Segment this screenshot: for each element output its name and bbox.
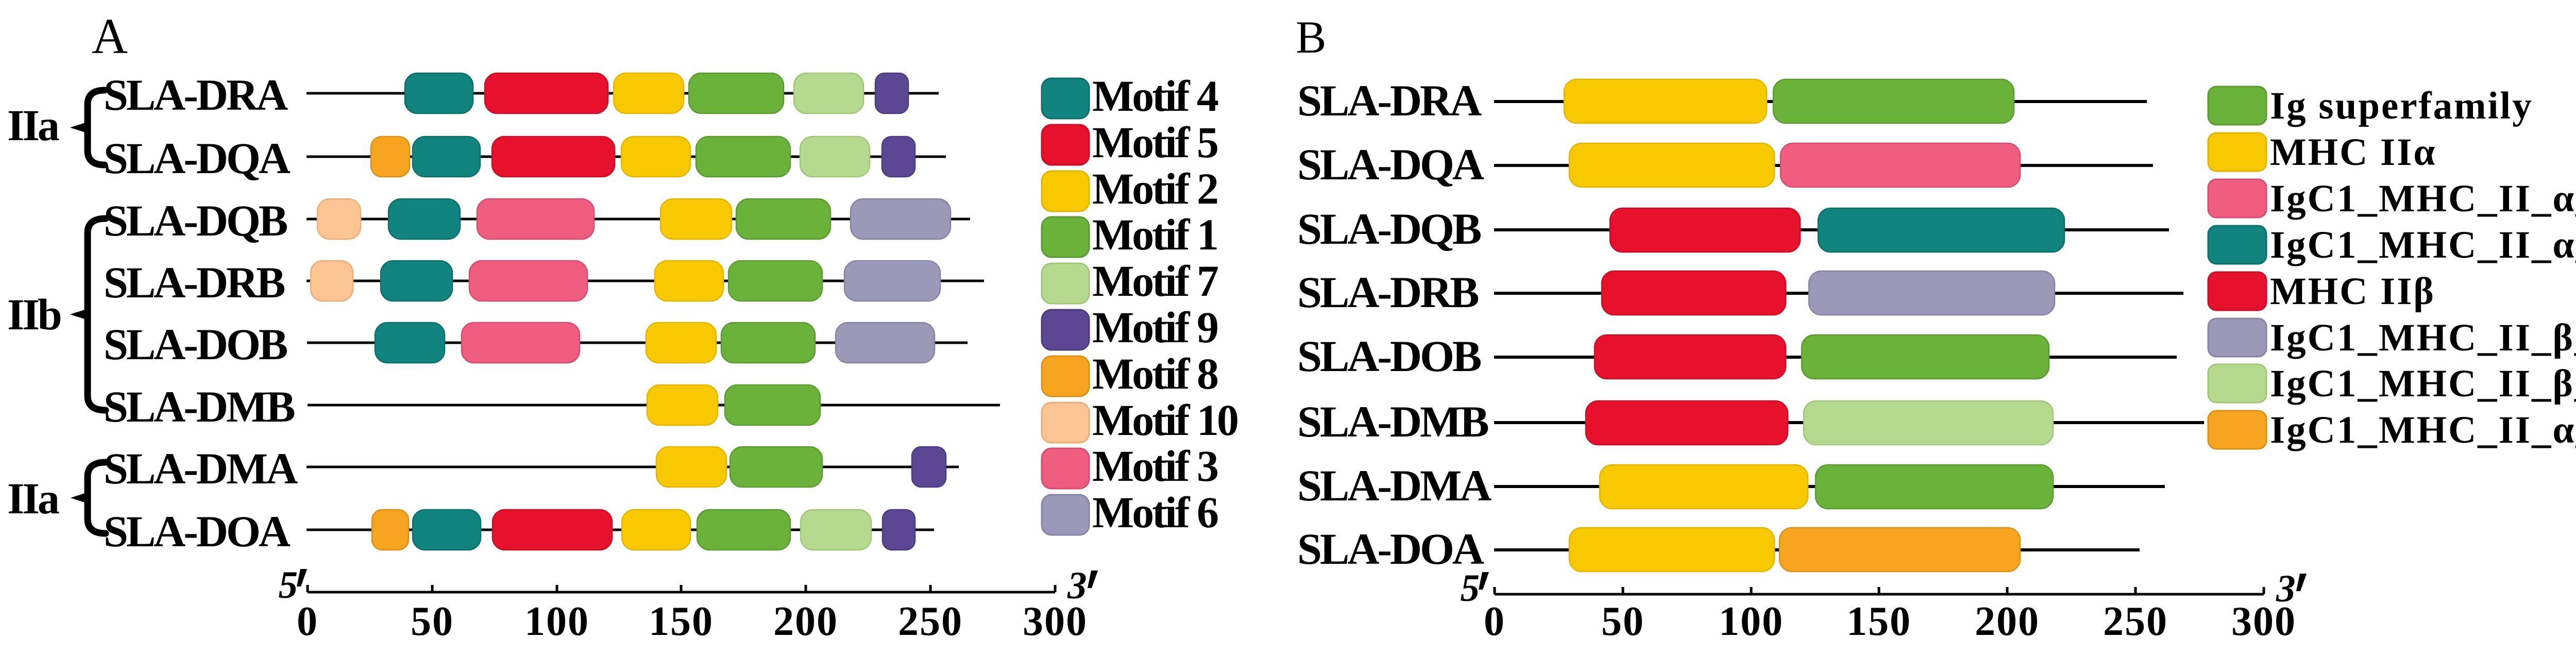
svg-text:Motif 2: Motif 2 [1092,164,1217,213]
svg-text:SLA-DQA: SLA-DQA [104,133,291,183]
svg-text:Motif 10: Motif 10 [1092,395,1238,445]
svg-text:Ig superfamily: Ig superfamily [2270,85,2533,127]
svg-text:IgC1_MHC_II_β_HLA-DR: IgC1_MHC_II_β_HLA-DR [2270,316,2576,359]
svg-text:IgC1_MHC_II_α_HLA-DQ: IgC1_MHC_II_α_HLA-DQ [2270,177,2576,220]
svg-text:SLA-DMA: SLA-DMA [1297,461,1492,510]
svg-text:200: 200 [1975,599,2040,644]
svg-text:3: 3 [2276,567,2296,610]
svg-text:100: 100 [524,599,589,644]
svg-text:200: 200 [773,599,838,644]
svg-text:SLA-DOA: SLA-DOA [104,507,291,556]
svg-text:Motif 9: Motif 9 [1092,303,1217,352]
svg-text:300: 300 [1023,599,1088,644]
svg-text:0: 0 [1484,599,1505,644]
svg-text:250: 250 [898,599,963,644]
svg-text:IIa: IIa [7,474,59,523]
svg-text:5: 5 [279,564,298,607]
svg-text:SLA-DQB: SLA-DQB [1297,204,1481,254]
svg-text:250: 250 [2103,599,2168,644]
svg-text:IgC1_MHC_II_α_HLA-DQ_I-A: IgC1_MHC_II_α_HLA-DQ_I-A [2270,224,2576,266]
svg-text:MHC IIβ: MHC IIβ [2270,270,2435,313]
svg-text:SLA-DOA: SLA-DOA [1297,524,1484,574]
svg-text:0: 0 [297,599,318,644]
svg-text:SLA-DRB: SLA-DRB [104,258,284,307]
svg-text:SLA-DQA: SLA-DQA [1297,140,1484,189]
svg-text:Motif 4: Motif 4 [1092,71,1218,121]
svg-text:IIa: IIa [7,100,59,150]
svg-text:SLA-DOB: SLA-DOB [1297,331,1481,381]
svg-text:IgC1_MHC_II_β_HLA-DM: IgC1_MHC_II_β_HLA-DM [2270,362,2576,405]
svg-text:IgC1_MHC_II_α_HLA_DO: IgC1_MHC_II_α_HLA_DO [2270,409,2576,451]
svg-text:SLA-DRA: SLA-DRA [104,70,288,120]
svg-text:SLA-DRB: SLA-DRB [1297,267,1478,317]
svg-text:150: 150 [1846,599,1911,644]
svg-text:5: 5 [1461,567,1480,610]
svg-text:Motif 8: Motif 8 [1092,349,1218,398]
svg-text:Motif 6: Motif 6 [1092,488,1218,537]
svg-text:50: 50 [1601,599,1645,644]
svg-text:SLA-DRA: SLA-DRA [1297,76,1482,125]
svg-text:SLA-DMA: SLA-DMA [104,444,298,493]
svg-text:SLA-DQB: SLA-DQB [104,196,287,245]
svg-text:Motif 7: Motif 7 [1092,256,1218,306]
svg-text:B: B [1296,12,1326,63]
svg-text:Motif 3: Motif 3 [1092,441,1218,491]
svg-text:100: 100 [1719,599,1784,644]
svg-text:SLA-DOB: SLA-DOB [104,320,287,369]
svg-text:SLA-DMB: SLA-DMB [1297,397,1488,446]
svg-text:300: 300 [2231,599,2296,644]
svg-text:Motif 5: Motif 5 [1092,118,1217,167]
svg-text:A: A [92,9,128,64]
svg-text:3: 3 [1067,564,1087,607]
svg-text:150: 150 [649,599,714,644]
svg-text:IIb: IIb [7,290,61,339]
svg-text:MHC IIα: MHC IIα [2270,131,2436,174]
svg-text:50: 50 [411,599,454,644]
svg-text:SLA-DMB: SLA-DMB [104,382,294,431]
svg-text:Motif 1: Motif 1 [1092,210,1217,259]
